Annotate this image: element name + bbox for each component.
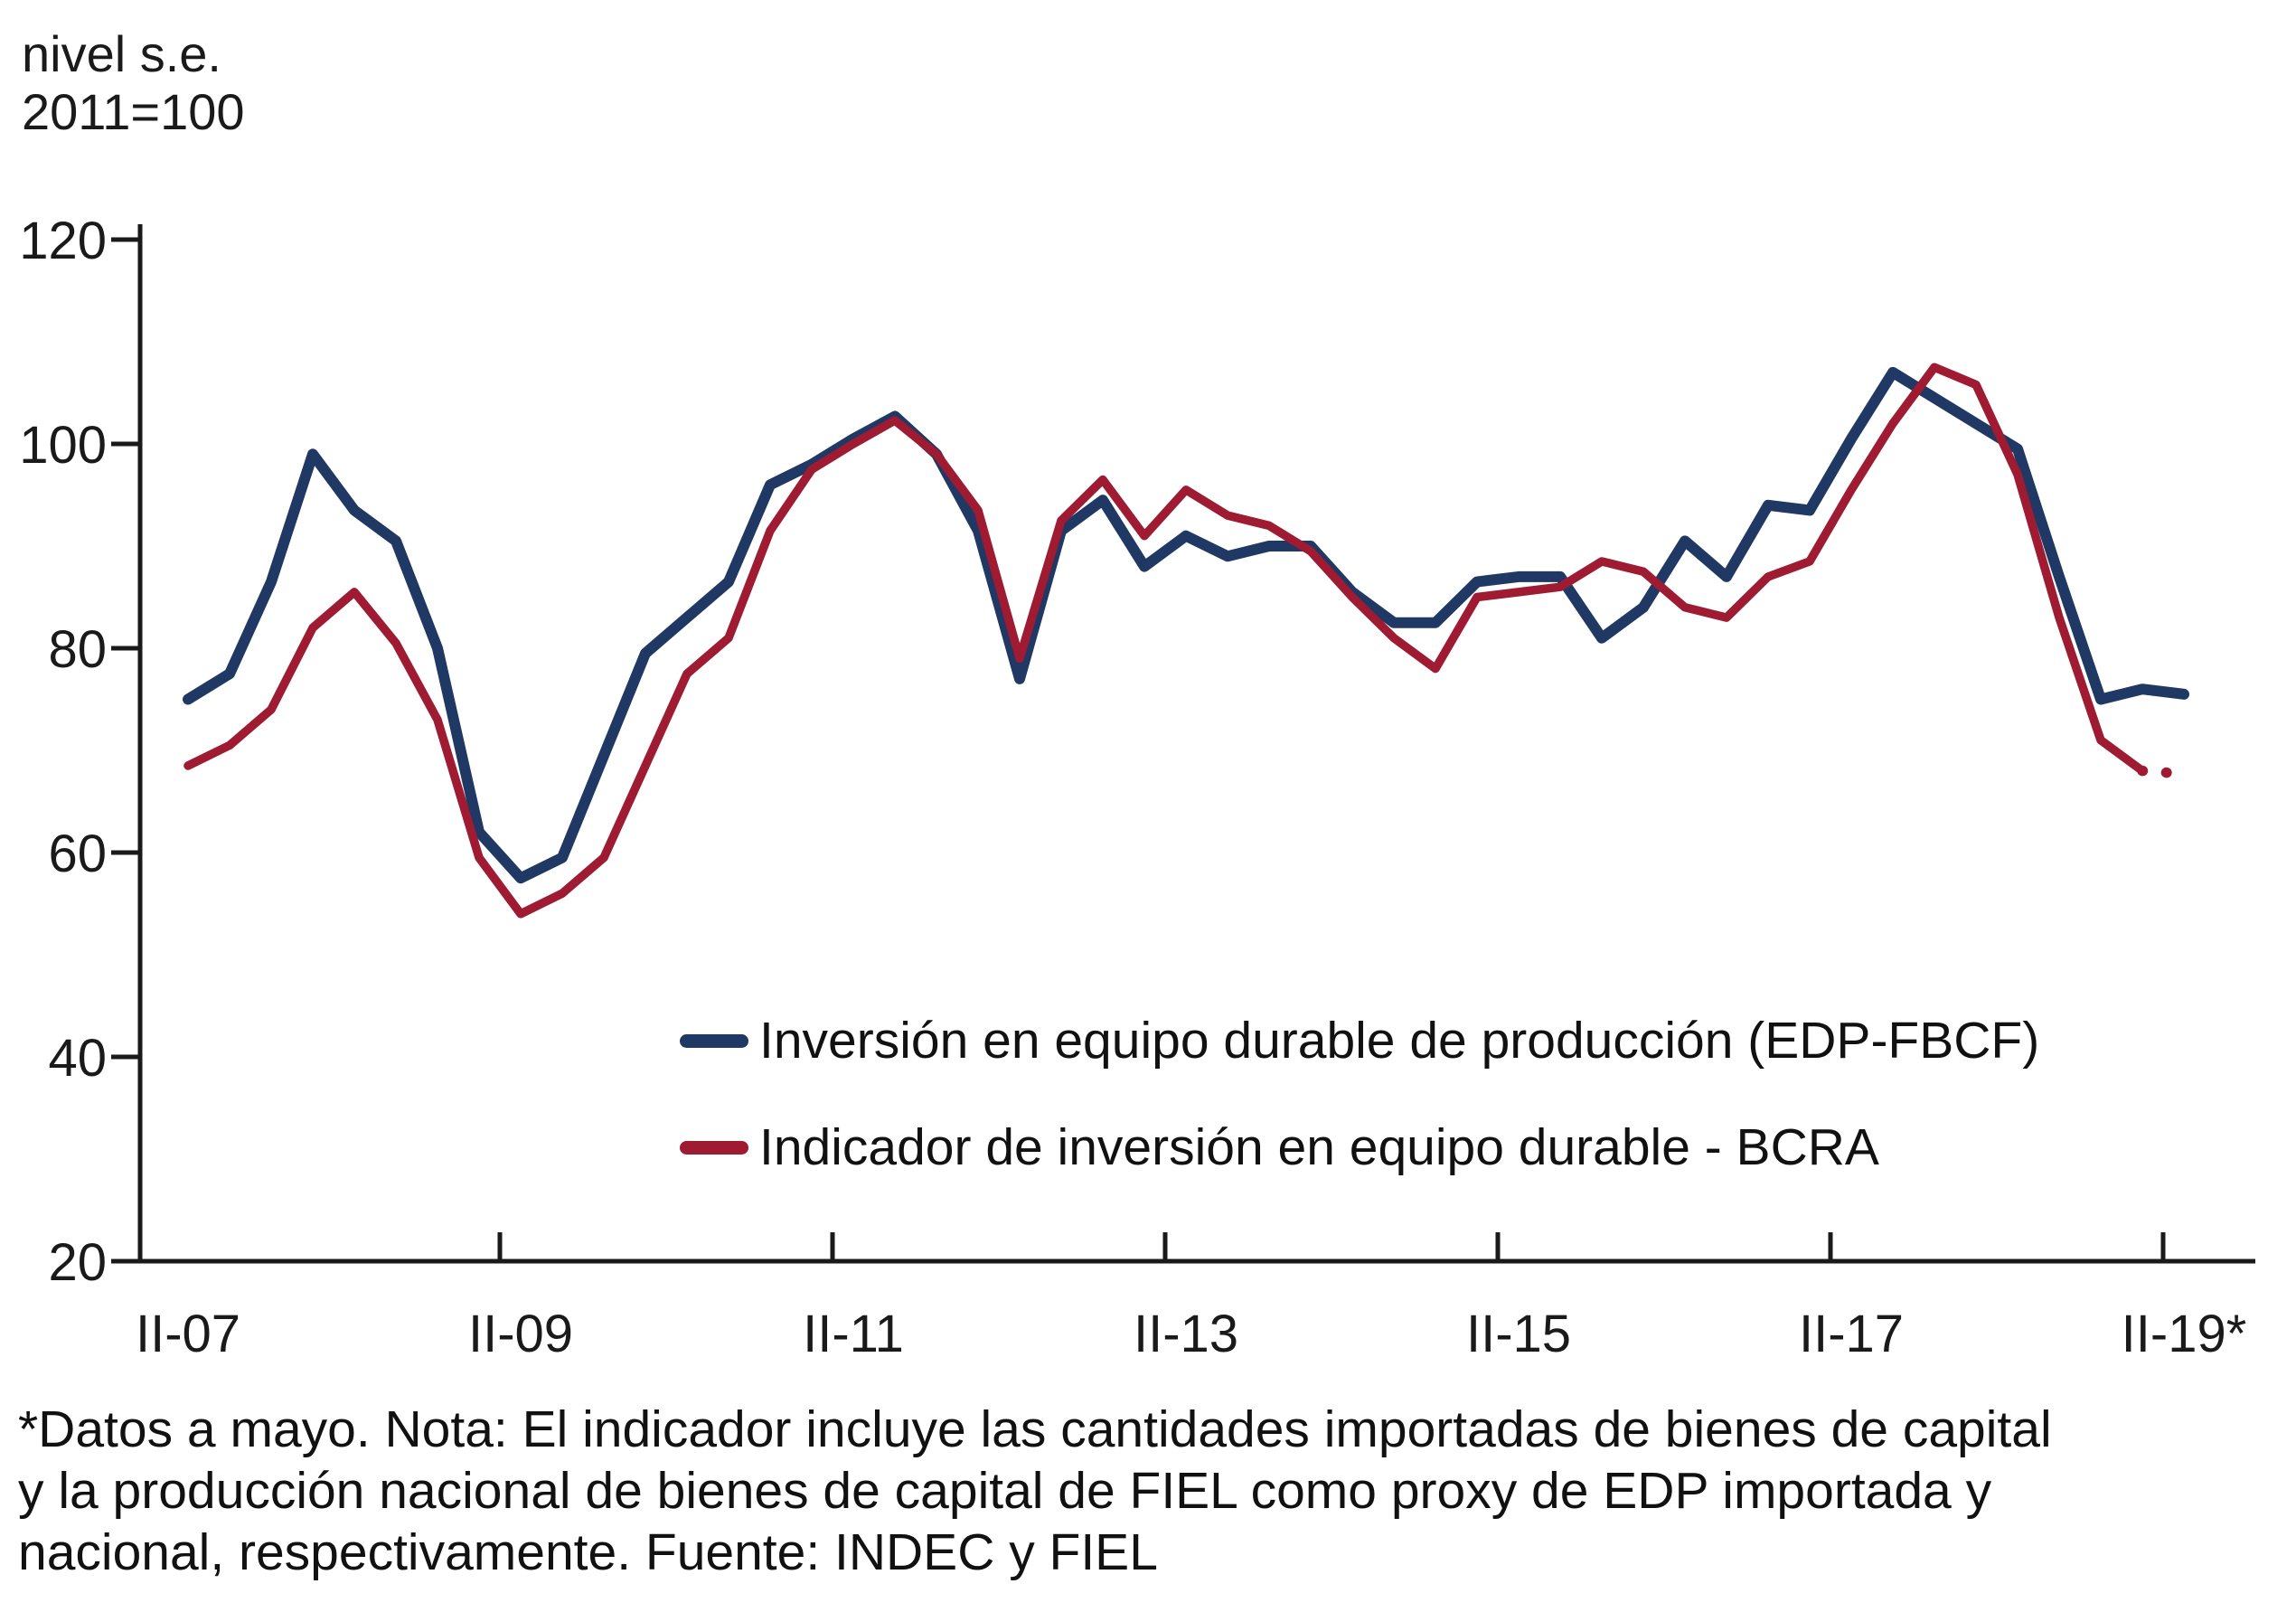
x-tick-label-II-17: II-17 — [1799, 1305, 1904, 1363]
footnote-line-3: nacional, respectivamente. Fuente: INDEC… — [18, 1522, 1158, 1581]
legend-swatch-blue — [680, 1033, 748, 1048]
y-tick-label-80: 80 — [48, 620, 107, 679]
x-tick-label-II-09: II-09 — [468, 1305, 573, 1363]
series-line-bcra-indicator — [183, 363, 2147, 919]
y-tick-label-40: 40 — [48, 1029, 107, 1088]
legend-label-edp-fbcf: Inversión en equipo durable de producció… — [759, 1012, 2040, 1070]
y-tick-label-60: 60 — [48, 825, 107, 883]
y-tick-label-120: 120 — [19, 212, 107, 270]
legend-label-bcra-indicator: Indicador de inversión en equipo durable… — [759, 1118, 1879, 1176]
footnote-line-2: y la producción nacional de bienes de ca… — [18, 1461, 1992, 1520]
unit-line-2: 2011=100 — [22, 83, 245, 141]
legend-item-bcra-indicator: Indicador de inversión en equipo durable… — [680, 1117, 2039, 1177]
legend-swatch-red — [680, 1140, 748, 1155]
x-tick-label-II-13: II-13 — [1134, 1305, 1238, 1363]
unit-line-1: nivel s.e. — [22, 25, 221, 82]
legend-item-edp-fbcf: Inversión en equipo durable de producció… — [680, 1011, 2039, 1070]
chart-footnote: *Datos a mayo. Nota: El indicador incluy… — [18, 1400, 2282, 1583]
axis-unit-label: nivel s.e. 2011=100 — [22, 25, 245, 142]
chart-legend: Inversión en equipo durable de producció… — [680, 1011, 2039, 1177]
series-line-dotted-tail — [2137, 765, 2189, 779]
x-tick-label-II-19*: II-19* — [2122, 1305, 2247, 1363]
series-line-edp-fbcf — [183, 366, 2189, 884]
x-tick-label-II-15: II-15 — [1466, 1305, 1571, 1363]
y-tick-label-20: 20 — [48, 1233, 107, 1292]
y-tick-label-100: 100 — [19, 416, 107, 475]
x-tick-label-II-07: II-07 — [136, 1305, 240, 1363]
footnote-line-1: *Datos a mayo. Nota: El indicador incluy… — [18, 1400, 2052, 1458]
x-tick-label-II-11: II-11 — [803, 1305, 904, 1363]
